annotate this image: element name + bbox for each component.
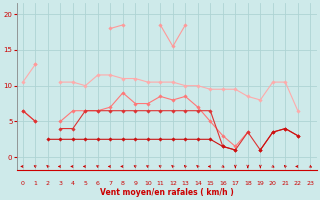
X-axis label: Vent moyen/en rafales ( km/h ): Vent moyen/en rafales ( km/h ) [100,188,234,197]
